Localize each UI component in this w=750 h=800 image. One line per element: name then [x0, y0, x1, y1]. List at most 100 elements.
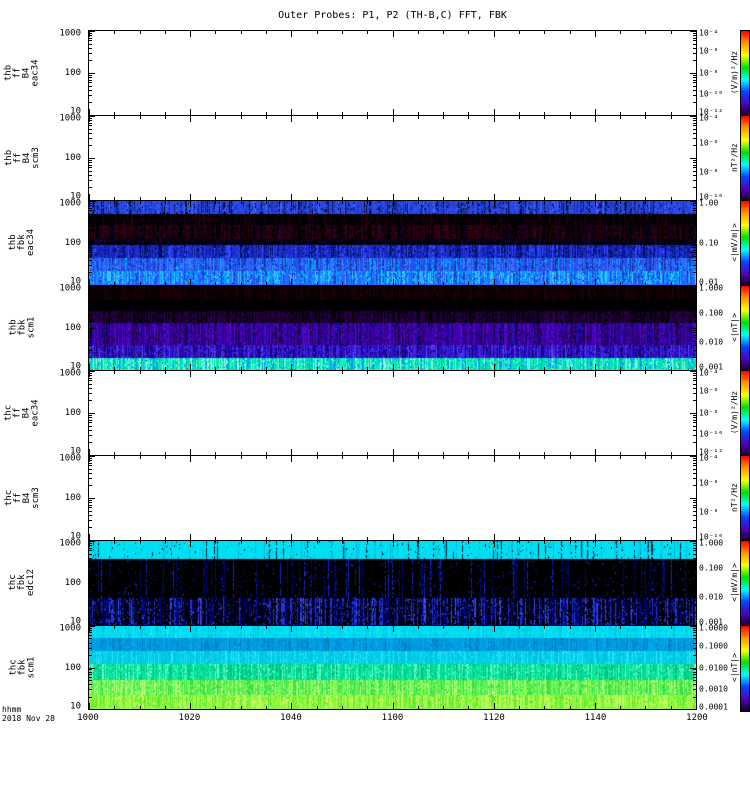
- y-tick-label: 100: [65, 68, 81, 78]
- y-tick-label: 1000: [59, 539, 81, 549]
- tick-mark: [671, 201, 672, 204]
- tick-mark: [693, 35, 696, 36]
- tick-mark: [693, 384, 696, 385]
- tick-mark: [89, 442, 92, 443]
- tick-mark: [89, 511, 92, 512]
- tick-mark: [89, 44, 92, 45]
- tick-mark: [418, 201, 419, 204]
- tick-mark: [690, 371, 696, 372]
- tick-mark: [89, 426, 92, 427]
- tick-mark: [89, 86, 92, 87]
- tick-mark: [693, 350, 696, 351]
- tick-mark: [468, 286, 469, 289]
- tick-mark: [645, 456, 646, 459]
- tick-mark: [693, 485, 696, 486]
- tick-mark: [89, 293, 92, 294]
- tick-mark: [89, 684, 92, 685]
- tick-mark: [620, 31, 621, 34]
- colorbar-ticks: 10⁻⁴ 10⁻⁶ 10⁻⁸ 10⁻¹⁰ 10⁻¹²: [697, 370, 729, 455]
- tick-mark: [645, 706, 646, 709]
- panel-thb-ff-eac34: thb ff B4 eac34 1000 100 10 10⁻⁴ 10⁻⁶ 10…: [0, 30, 750, 115]
- z-tick-label: 10⁻⁴: [699, 454, 718, 463]
- tick-mark: [671, 626, 672, 629]
- tick-mark: [140, 371, 141, 374]
- tick-mark: [89, 635, 92, 636]
- tick-mark: [595, 456, 596, 462]
- colorbar-ticks: 1.0000 0.1000 0.0100 0.0010 0.0001: [697, 625, 729, 710]
- tick-mark: [89, 260, 92, 261]
- colorbar-unit-label: nT²/Hz: [730, 483, 739, 512]
- tick-mark: [693, 672, 696, 673]
- tick-mark: [494, 703, 495, 709]
- tick-mark: [645, 371, 646, 374]
- plot-area-spectrogram: [88, 540, 697, 625]
- tick-mark: [519, 541, 520, 544]
- tick-mark: [693, 628, 696, 629]
- plot-title: Outer Probes: P1, P2 (TH-B,C) FFT, FBK: [88, 10, 697, 21]
- tick-mark: [89, 48, 92, 49]
- tick-mark: [693, 129, 696, 130]
- tick-mark: [418, 706, 419, 709]
- tick-mark: [89, 626, 95, 627]
- tick-mark: [317, 286, 318, 289]
- tick-mark: [494, 371, 495, 377]
- tick-mark: [291, 31, 292, 37]
- tick-mark: [418, 541, 419, 544]
- tick-mark: [89, 507, 92, 508]
- tick-mark: [89, 75, 92, 76]
- tick-mark: [89, 583, 95, 584]
- tick-mark: [690, 73, 696, 74]
- y-tick-label: 1000: [59, 369, 81, 379]
- tick-mark: [693, 543, 696, 544]
- tick-mark: [693, 585, 696, 586]
- tick-mark: [89, 465, 92, 466]
- tick-mark: [620, 286, 621, 289]
- panel-thb-fbk-eac34: thb fbk eac34 1000 100 10 1.00 0.10 0.01…: [0, 200, 750, 285]
- tick-mark: [342, 201, 343, 204]
- colorbar-unit-label: <|nT|>: [730, 313, 739, 342]
- tick-mark: [89, 417, 92, 418]
- tick-mark: [190, 116, 191, 122]
- panel-ylabel-text: thc fbk edc12: [10, 569, 37, 596]
- z-tick-label: 10⁻⁶: [699, 139, 718, 148]
- tick-mark: [693, 160, 696, 161]
- tick-mark: [671, 31, 672, 34]
- tick-mark: [595, 371, 596, 377]
- tick-mark: [165, 116, 166, 119]
- tick-mark: [468, 456, 469, 459]
- tick-mark: [89, 332, 92, 333]
- tick-mark: [89, 498, 95, 499]
- tick-mark: [693, 373, 696, 374]
- tick-mark: [89, 596, 92, 597]
- tick-mark: [342, 31, 343, 34]
- y-axis-ticks: 1000 100 10: [46, 115, 88, 200]
- tick-mark: [89, 345, 92, 346]
- tick-mark: [693, 75, 696, 76]
- tick-mark: [89, 680, 92, 681]
- tick-mark: [89, 527, 92, 528]
- tick-mark: [89, 256, 92, 257]
- tick-mark: [393, 541, 394, 547]
- tick-mark: [140, 706, 141, 709]
- tick-mark: [89, 116, 95, 117]
- tick-mark: [165, 626, 166, 629]
- tick-mark: [215, 116, 216, 119]
- tick-mark: [89, 53, 92, 54]
- tick-mark: [693, 187, 696, 188]
- tick-mark: [266, 116, 267, 119]
- tick-mark: [317, 201, 318, 204]
- tick-mark: [89, 413, 95, 414]
- tick-mark: [544, 116, 545, 119]
- z-tick-label: 0.10: [699, 238, 718, 247]
- tick-mark: [291, 626, 292, 632]
- colorbar-ticks: 10⁻⁴ 10⁻⁶ 10⁻⁸ 10⁻¹⁰: [697, 115, 729, 200]
- tick-mark: [693, 417, 696, 418]
- tick-mark: [570, 116, 571, 119]
- y-axis-ticks: 1000 100 10: [46, 285, 88, 370]
- tick-mark: [693, 223, 696, 224]
- tick-mark: [693, 415, 696, 416]
- tick-mark: [89, 554, 92, 555]
- tick-mark: [595, 541, 596, 547]
- tick-mark: [89, 90, 92, 91]
- tick-mark: [165, 541, 166, 544]
